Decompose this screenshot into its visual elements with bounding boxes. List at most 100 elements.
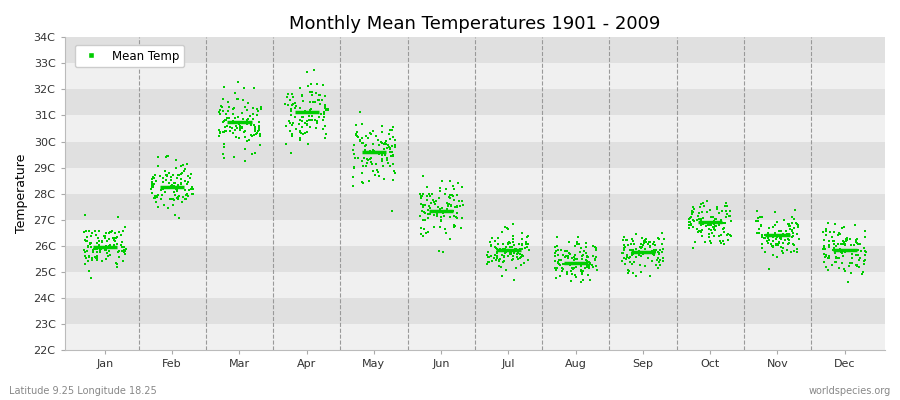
Point <box>176 194 190 200</box>
Point <box>574 255 589 262</box>
Point <box>692 210 706 216</box>
Point <box>626 250 640 256</box>
Point <box>212 128 227 135</box>
Point <box>519 234 534 240</box>
Point <box>102 236 116 243</box>
Point <box>617 244 632 250</box>
Point <box>103 241 117 248</box>
Point <box>686 217 700 224</box>
Point <box>248 150 263 157</box>
Point <box>284 122 299 128</box>
Point <box>434 217 448 224</box>
Point <box>231 96 246 102</box>
Point <box>81 258 95 264</box>
Point <box>570 256 584 262</box>
Point <box>750 230 764 236</box>
Bar <box>65 63 885 90</box>
Point <box>228 127 242 133</box>
Point <box>86 249 101 256</box>
Point <box>707 220 722 226</box>
Point <box>85 233 99 240</box>
Point <box>627 259 642 266</box>
Point <box>176 167 191 174</box>
Point <box>645 248 660 254</box>
Point <box>687 205 701 212</box>
Point <box>100 238 114 244</box>
Point <box>770 231 785 238</box>
Point <box>840 237 854 243</box>
Point <box>770 241 784 248</box>
Point <box>758 249 772 255</box>
Point <box>837 224 851 230</box>
Point <box>364 130 378 137</box>
Point <box>852 264 867 270</box>
Point <box>446 208 461 214</box>
Point <box>850 263 864 270</box>
Point <box>315 117 329 123</box>
Point <box>346 142 361 148</box>
Point <box>292 135 307 141</box>
Point <box>509 246 524 252</box>
Point <box>649 262 663 268</box>
Point <box>376 141 391 147</box>
Point <box>786 241 800 248</box>
Point <box>249 106 264 112</box>
Point <box>571 234 585 240</box>
Point <box>230 114 245 120</box>
Point <box>683 214 698 220</box>
Point <box>349 132 364 138</box>
Point <box>382 146 397 152</box>
Point <box>216 96 230 102</box>
Point <box>487 255 501 261</box>
Point <box>522 246 536 253</box>
Point <box>515 252 529 258</box>
Point <box>752 214 767 220</box>
Point <box>824 229 838 235</box>
Point <box>243 113 257 120</box>
Point <box>849 252 863 258</box>
Point <box>380 157 394 164</box>
Point <box>558 248 572 254</box>
Point <box>717 241 732 248</box>
Point <box>724 208 738 214</box>
Point <box>818 226 832 233</box>
Point <box>386 152 400 159</box>
Point <box>558 252 572 259</box>
Point <box>580 253 595 260</box>
Point <box>422 210 436 217</box>
Point <box>76 229 91 235</box>
Point <box>580 262 594 268</box>
Point <box>632 248 646 254</box>
Point <box>758 232 772 238</box>
Point <box>852 241 867 248</box>
Point <box>238 158 252 164</box>
Point <box>416 232 430 239</box>
Point <box>580 254 595 260</box>
Point <box>240 107 255 113</box>
Point <box>547 265 562 271</box>
Point <box>245 133 259 140</box>
Point <box>838 268 852 274</box>
Point <box>115 228 130 234</box>
Point <box>417 226 431 232</box>
Point <box>371 169 385 175</box>
Point <box>439 208 454 214</box>
Point <box>254 106 268 112</box>
Point <box>166 184 180 191</box>
Point <box>373 173 387 180</box>
Point <box>491 246 505 252</box>
Point <box>154 187 168 193</box>
Point <box>282 117 296 124</box>
Point <box>386 134 400 140</box>
Point <box>581 259 596 266</box>
Point <box>286 94 301 100</box>
Point <box>577 248 591 254</box>
Point <box>634 245 648 252</box>
Point <box>377 146 392 152</box>
Point <box>378 140 392 146</box>
Point <box>616 237 630 244</box>
Point <box>688 239 702 245</box>
Point <box>791 236 806 242</box>
Point <box>388 144 402 151</box>
Point <box>348 132 363 138</box>
